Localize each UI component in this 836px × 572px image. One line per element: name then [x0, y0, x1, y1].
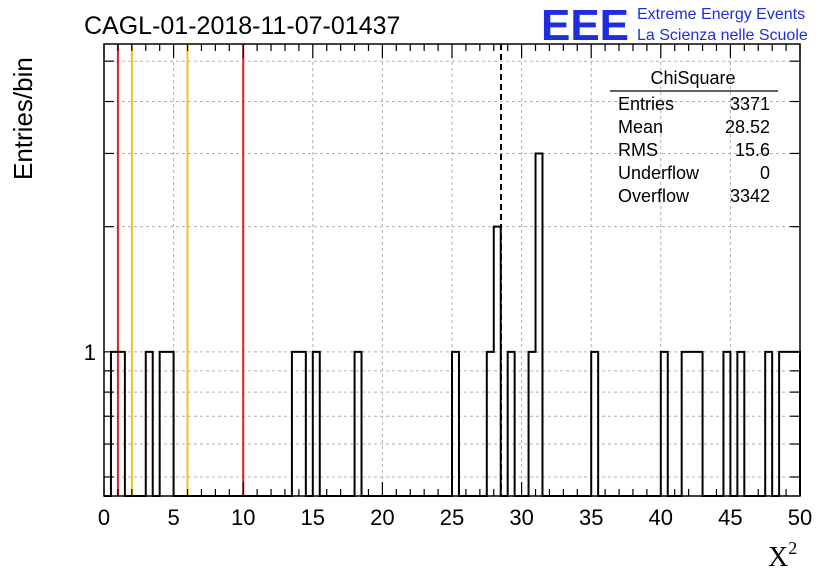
histogram-bin: [487, 352, 494, 496]
histogram-bin: [689, 352, 696, 496]
eee-logo-text: EEE: [541, 1, 629, 50]
histogram-outline: [104, 152, 801, 497]
stats-value: 28.52: [725, 117, 770, 137]
histogram-bin: [355, 352, 362, 496]
x-axis-label-text: X: [768, 542, 788, 572]
histogram-bin: [146, 352, 153, 496]
y-axis-label: Entries/bin: [8, 57, 38, 180]
histogram-bin: [313, 352, 320, 496]
histogram-bin: [661, 352, 668, 496]
histogram-bin: [529, 352, 536, 496]
x-tick-label: 25: [440, 505, 464, 530]
x-tick-labels: 0 5 10 15 20 25 30 35 40 45 50: [98, 505, 812, 530]
x-tick-label: 45: [718, 505, 742, 530]
histogram-bin: [160, 352, 167, 496]
x-tick-label: 20: [370, 505, 394, 530]
histogram-bin: [591, 352, 598, 496]
histogram-bin: [793, 352, 800, 496]
x-tick-label: 50: [788, 505, 812, 530]
histogram-bin: [299, 352, 306, 496]
reference-lines: [116, 44, 502, 496]
x-tick-label: 0: [98, 505, 110, 530]
y-tick-label: 1: [84, 340, 96, 365]
stats-label: RMS: [618, 140, 658, 160]
stats-label: Underflow: [618, 163, 700, 183]
stats-label: Entries: [618, 94, 674, 114]
stats-value: 3342: [730, 186, 770, 206]
histogram-bin: [167, 352, 174, 496]
eee-logo-line2: La Scienza nelle Scuole: [637, 27, 808, 44]
eee-logo: EEE Extreme Energy Events La Scienza nel…: [541, 1, 808, 50]
chart-title: CAGL-01-2018-11-07-01437: [84, 12, 400, 40]
x-axis-label-sup: 2: [788, 538, 797, 558]
histogram-bin: [765, 352, 772, 496]
stats-value: 3371: [730, 94, 770, 114]
x-tick-label: 5: [167, 505, 179, 530]
x-tick-label: 40: [649, 505, 673, 530]
histogram-bin: [452, 352, 459, 496]
eee-logo-line1: Extreme Energy Events: [637, 6, 805, 23]
histogram-bin: [292, 352, 299, 496]
histogram-bin: [682, 352, 689, 496]
histogram-bin: [508, 352, 515, 496]
histogram-bin: [737, 352, 744, 496]
x-axis-label: X2: [768, 538, 797, 572]
histogram-bin: [786, 352, 793, 496]
stats-value: 15.6: [735, 140, 770, 160]
x-tick-label: 10: [231, 505, 255, 530]
stats-title: ChiSquare: [650, 68, 735, 88]
histogram-bins: [104, 152, 801, 497]
axis-ticks: [103, 44, 801, 496]
x-tick-label: 15: [301, 505, 325, 530]
histogram-bin: [111, 352, 118, 496]
x-tick-label: 35: [579, 505, 603, 530]
stats-label: Overflow: [618, 186, 690, 206]
stats-label: Mean: [618, 117, 663, 137]
histogram-bin: [118, 352, 125, 496]
histogram-bin: [723, 352, 730, 496]
stats-box: ChiSquare Entries 3371 Mean 28.52 RMS 15.6 Und…: [610, 68, 778, 206]
stats-rows: Entries 3371 Mean 28.52 RMS 15.6 Underflow 0 Ove…: [618, 94, 770, 206]
histogram-bin: [779, 352, 786, 496]
histogram-bin: [536, 153, 543, 496]
histogram-bin: [696, 352, 703, 496]
stats-value: 0: [760, 163, 770, 183]
x-tick-label: 30: [509, 505, 533, 530]
y-tick-labels: 1: [84, 340, 96, 365]
histogram-bin: [494, 227, 501, 496]
